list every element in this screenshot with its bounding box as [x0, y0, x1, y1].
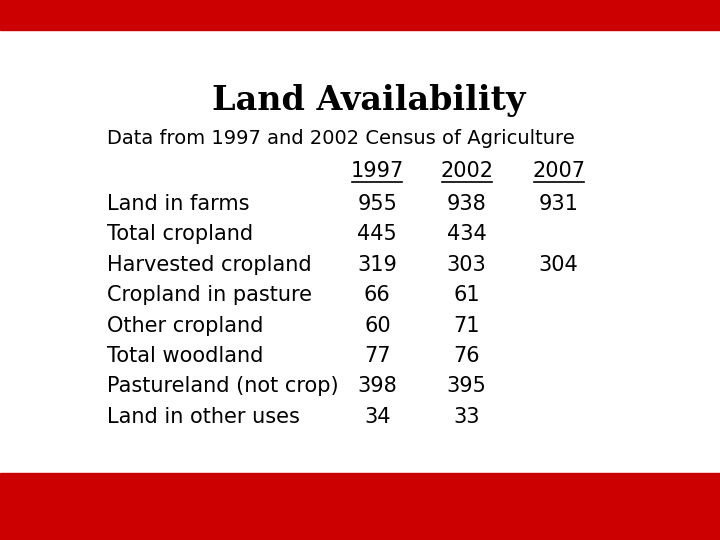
Text: Total cropland: Total cropland: [107, 225, 253, 245]
Text: Data from 1997 and 2002 Census of Agriculture: Data from 1997 and 2002 Census of Agricu…: [107, 129, 575, 149]
Text: 71: 71: [454, 315, 480, 335]
Text: 2002: 2002: [440, 161, 493, 181]
Text: Total woodland: Total woodland: [107, 346, 263, 366]
Text: 304: 304: [539, 255, 579, 275]
Text: 303: 303: [447, 255, 487, 275]
Text: Other cropland: Other cropland: [107, 315, 263, 335]
Text: 61: 61: [454, 285, 480, 305]
Text: Cropland in pasture: Cropland in pasture: [107, 285, 312, 305]
Text: 395: 395: [446, 376, 487, 396]
Text: Land Availability: Land Availability: [212, 84, 526, 117]
Text: Source: USDA-NASS: Source: USDA-NASS: [553, 502, 702, 515]
Text: 33: 33: [454, 407, 480, 427]
Text: 955: 955: [357, 194, 397, 214]
Text: Land in farms: Land in farms: [107, 194, 249, 214]
Text: 66: 66: [364, 285, 391, 305]
Text: 931: 931: [539, 194, 579, 214]
Text: Harvested cropland: Harvested cropland: [107, 255, 311, 275]
Text: 398: 398: [358, 376, 397, 396]
Text: Department of Economics: Department of Economics: [18, 518, 154, 528]
Text: Pastureland (not crop): Pastureland (not crop): [107, 376, 338, 396]
Text: 2007: 2007: [532, 161, 585, 181]
Text: 34: 34: [364, 407, 391, 427]
Text: 319: 319: [357, 255, 397, 275]
Text: 60: 60: [364, 315, 391, 335]
Text: 434: 434: [447, 225, 487, 245]
Text: 938: 938: [447, 194, 487, 214]
Text: 76: 76: [454, 346, 480, 366]
Text: 445: 445: [358, 225, 397, 245]
Text: Land in other uses: Land in other uses: [107, 407, 300, 427]
Text: 77: 77: [364, 346, 391, 366]
Text: IOWA STATE UNIVERSITY: IOWA STATE UNIVERSITY: [18, 487, 243, 501]
Text: 1997: 1997: [351, 161, 404, 181]
